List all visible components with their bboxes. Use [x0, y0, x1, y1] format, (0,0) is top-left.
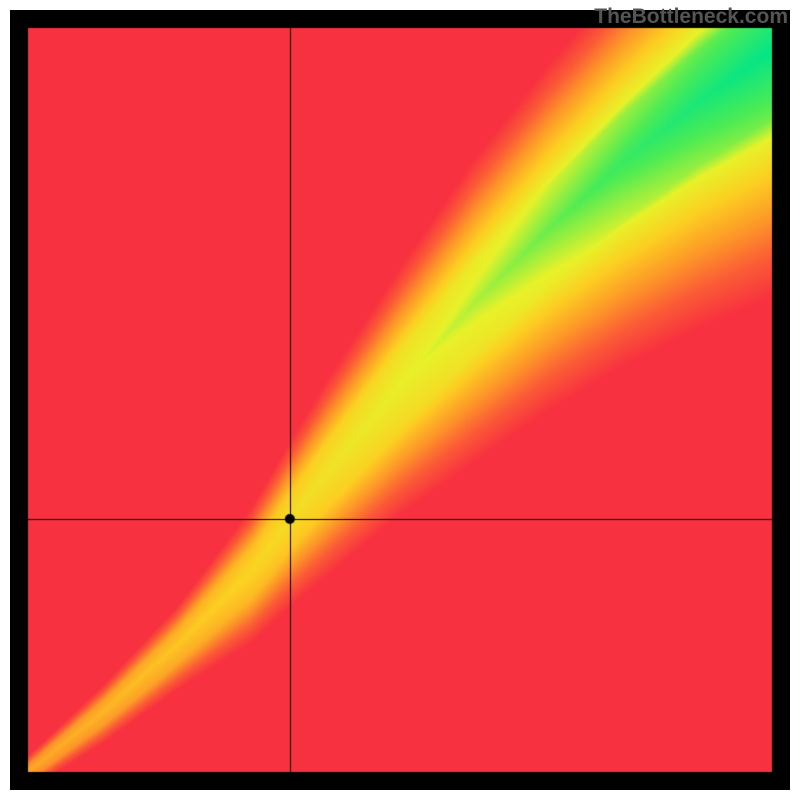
plot-area-wrap	[10, 10, 790, 790]
bottleneck-heatmap	[10, 10, 790, 790]
chart-container: TheBottleneck.com	[0, 0, 800, 800]
